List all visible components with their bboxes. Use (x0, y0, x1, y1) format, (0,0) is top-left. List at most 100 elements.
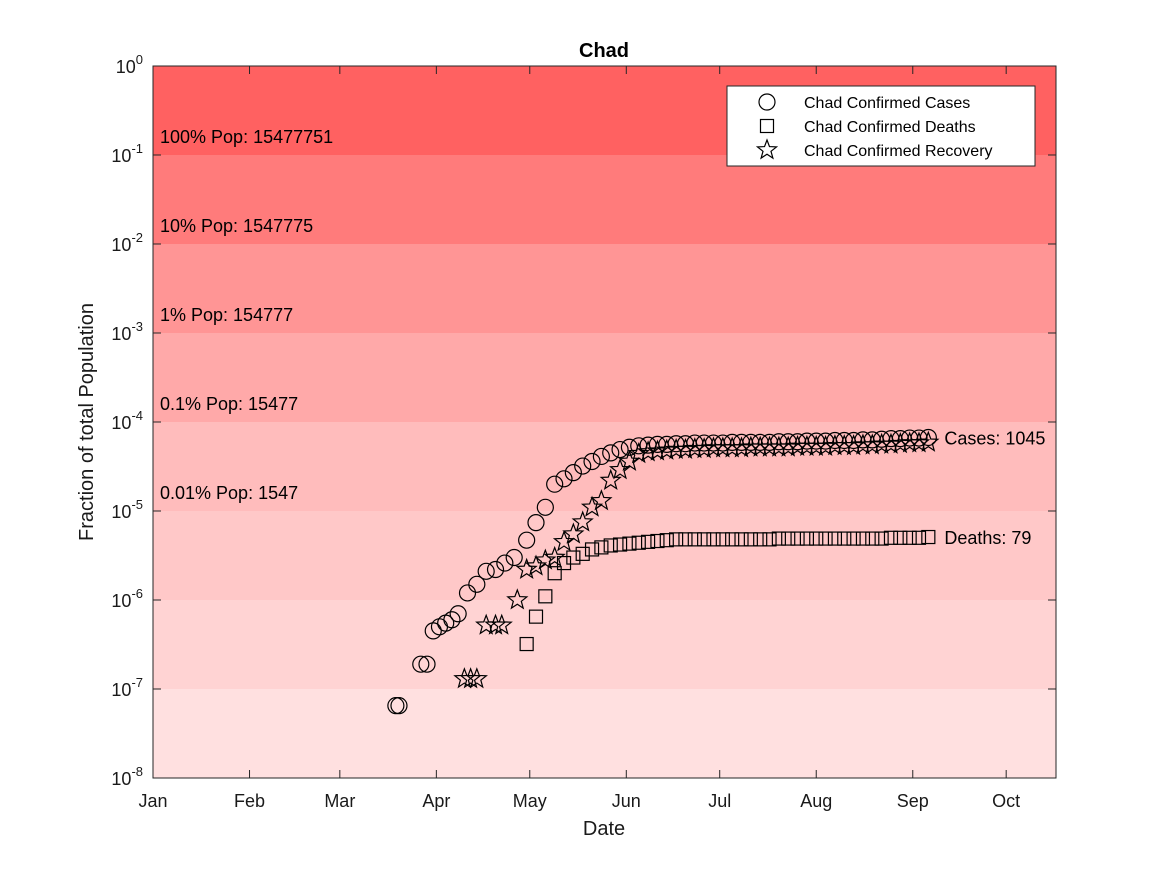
star-point (506, 588, 529, 610)
band-3 (153, 333, 1056, 422)
square-point (781, 531, 796, 546)
y-tick-label-8: 10-8 (111, 764, 143, 789)
legend-entry-2: Chad Confirmed Recovery (804, 143, 993, 160)
circle-point (602, 444, 620, 462)
star-point (861, 433, 884, 455)
x-tick-label-1: Feb (234, 791, 265, 811)
x-tick-label-6: Jul (708, 791, 731, 811)
band-label-2: 1% Pop: 154777 (160, 305, 293, 325)
square-point (594, 540, 609, 555)
square-point (734, 532, 749, 547)
y-tick-label-0: 100 (116, 52, 143, 77)
band-4 (153, 422, 1056, 511)
circle-point (486, 560, 505, 579)
population-bands (153, 66, 1056, 778)
square-point (818, 531, 833, 546)
square-point (790, 531, 805, 546)
y-tick-label-6: 10-6 (111, 586, 143, 611)
x-axis-ticks: Jan Feb Mar Apr May Jun Jul Aug Sep Oct (138, 66, 1020, 811)
square-point (519, 636, 534, 652)
y-axis-label: Fraction of total Population (76, 303, 98, 541)
square-point (640, 534, 656, 549)
square-point (687, 532, 702, 547)
star-point (484, 613, 507, 635)
legend: Chad Confirmed Cases Chad Confirmed Death… (726, 85, 1036, 167)
x-tick-label-0: Jan (138, 791, 167, 811)
square-point (631, 535, 646, 550)
star-point (618, 449, 641, 471)
square-point (883, 530, 899, 545)
star-point (814, 434, 837, 457)
y-tick-label-5: 10-5 (111, 497, 143, 522)
star-point (490, 613, 513, 635)
band-1 (153, 155, 1056, 244)
square-point (678, 532, 693, 547)
circle-point (418, 655, 436, 673)
x-tick-label-9: Oct (992, 791, 1020, 811)
star-point (543, 545, 566, 568)
circle-point (527, 514, 545, 532)
square-point (706, 532, 721, 547)
square-point (865, 531, 880, 546)
square-point (725, 532, 740, 547)
x-tick-label-7: Aug (800, 791, 832, 811)
circle-point (412, 655, 430, 673)
square-point (566, 550, 581, 565)
square-point (902, 530, 917, 545)
y-tick-label-3: 10-3 (111, 319, 143, 344)
x-tick-label-8: Sep (897, 791, 929, 811)
legend-circle-marker (758, 93, 776, 111)
star-point (693, 437, 716, 459)
star-point (636, 440, 660, 462)
circle-point (477, 562, 495, 580)
square-point (650, 533, 665, 549)
band-labels: 100% Pop: 15477751 10% Pop: 1547775 1% Pop… (160, 127, 333, 503)
square-point (697, 532, 712, 547)
x-tick-label-5: Jun (612, 791, 641, 811)
legend-star-marker (755, 138, 779, 160)
star-point (674, 437, 697, 460)
square-point (612, 537, 628, 552)
star-point (590, 489, 613, 511)
star-point (627, 442, 650, 464)
circle-point (390, 697, 408, 715)
square-point (753, 532, 768, 547)
star-point (655, 438, 678, 460)
circle-point (424, 622, 442, 640)
band-label-1: 10% Pop: 1547775 (160, 216, 313, 236)
circle-point (458, 584, 477, 602)
circle-point (443, 611, 461, 629)
square-point (715, 532, 730, 547)
series-star (453, 430, 940, 689)
star-point (562, 522, 585, 544)
square-point (855, 531, 871, 546)
square-point (809, 531, 824, 546)
star-point (917, 430, 940, 452)
star-point (777, 435, 800, 457)
band-5 (153, 511, 1056, 600)
star-point (730, 436, 753, 458)
square-point (762, 532, 777, 547)
circle-point (546, 475, 564, 493)
circle-point (592, 447, 610, 466)
band-label-3: 0.1% Pop: 15477 (160, 394, 298, 414)
circle-point (518, 531, 536, 549)
legend-square-marker (759, 118, 775, 134)
star-point (524, 554, 548, 576)
y-axis-ticks: 100 10-1 10-2 10-3 10-4 10-5 10-6 10-7 10-8 (111, 52, 1056, 789)
square-point (837, 531, 852, 546)
circle-point (536, 498, 554, 516)
square-point (799, 531, 814, 546)
square-point (771, 531, 786, 546)
circle-point (505, 548, 523, 567)
x-tick-label-2: Mar (324, 791, 355, 811)
square-point (659, 533, 674, 548)
end-labels: Cases: 1045 Deaths: 79 (944, 428, 1045, 548)
legend-entry-0: Chad Confirmed Cases (804, 95, 970, 112)
star-point (465, 667, 488, 689)
square-point (921, 529, 936, 545)
end-label-1: Deaths: 79 (944, 528, 1031, 548)
square-point (669, 532, 684, 547)
star-point (907, 431, 931, 453)
band-7 (153, 689, 1056, 778)
